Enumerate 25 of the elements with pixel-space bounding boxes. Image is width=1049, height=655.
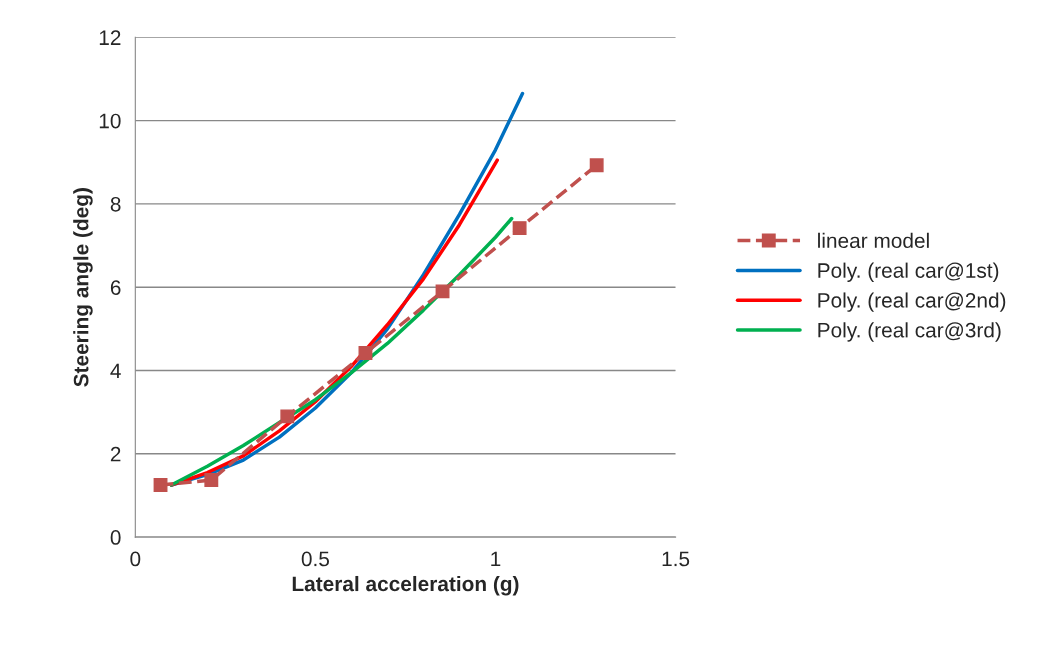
y-axis-title: Steering angle (deg) [73,188,93,387]
x-axis-title: Lateral acceleration (g) [292,575,519,596]
point [435,284,450,299]
x-tick-label: 0 [130,551,141,567]
point [512,221,527,236]
point [280,409,295,424]
legend-label: linear model [818,232,929,249]
y-tick-label: 10 [99,113,121,129]
y-tick-label: 6 [110,280,121,295]
x-tick-label: 1 [491,551,501,567]
line-series [169,216,514,487]
x-tick-label: 0.5 [301,551,330,567]
y-tick-label: 0 [110,530,121,545]
y-tick-label: 4 [110,363,121,379]
point [589,158,604,173]
legend-label: Poly. (real car@1st) [818,262,999,283]
point [153,478,168,492]
y-tick-label: 12 [99,30,121,45]
x-tick-label: 1.5 [662,551,690,567]
y-tick-label: 2 [110,446,121,462]
point [358,346,373,360]
point [204,473,219,487]
y-tick-label: 8 [110,196,121,212]
legend-label: Poly. (real car@2nd) [818,292,1006,312]
legend-label: Poly. (real car@3rd) [818,322,1001,342]
